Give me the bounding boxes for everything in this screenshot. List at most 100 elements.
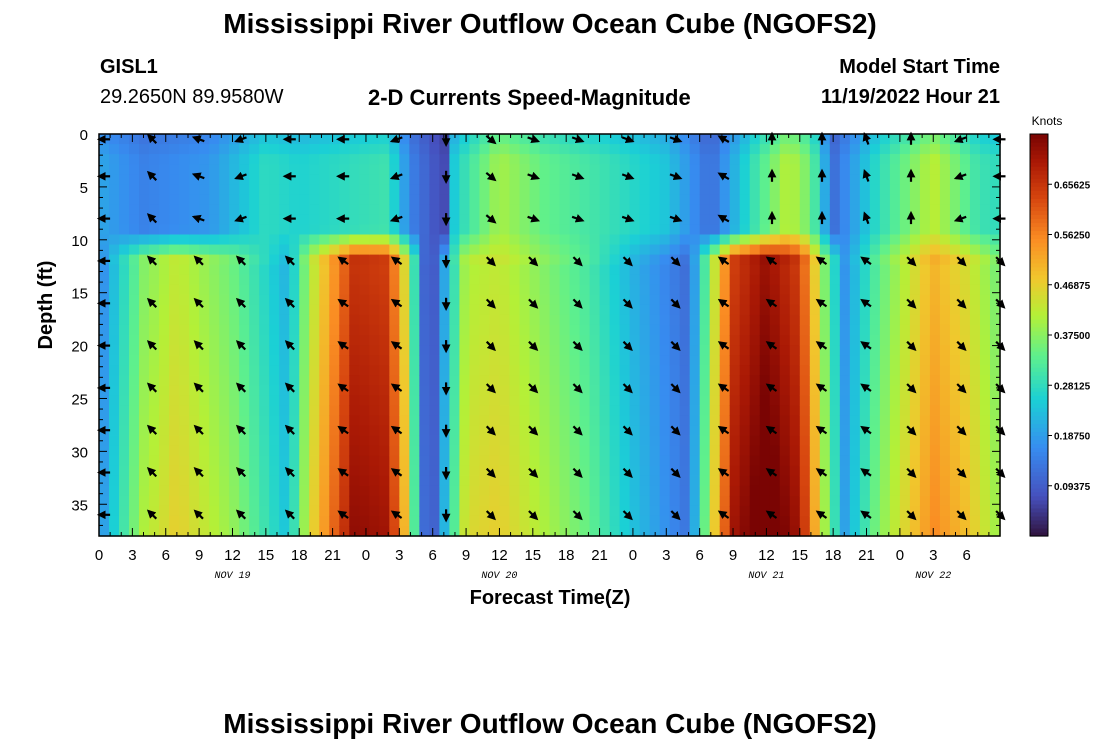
heat-cell xyxy=(369,335,380,346)
heat-cell xyxy=(219,435,230,447)
heat-cell xyxy=(439,254,450,266)
heat-cell xyxy=(749,435,761,447)
heat-cell xyxy=(579,425,591,437)
heat-cell xyxy=(749,254,761,266)
heat-cell xyxy=(539,405,551,416)
heat-cell xyxy=(679,435,691,447)
heat-cell xyxy=(489,194,501,205)
heat-cell xyxy=(699,224,711,236)
heat-cell xyxy=(939,465,951,477)
colorbar-cell xyxy=(1030,198,1048,203)
heat-cell xyxy=(739,505,751,517)
heat-cell xyxy=(659,254,671,266)
heat-cell xyxy=(909,244,921,256)
heat-cell xyxy=(539,174,551,185)
heat-cell xyxy=(769,244,781,256)
heat-cell xyxy=(419,415,430,427)
heat-cell xyxy=(519,355,531,366)
current-vector-arrow xyxy=(528,340,539,352)
heat-cell xyxy=(449,475,460,487)
heat-cell xyxy=(139,385,150,396)
heat-cell xyxy=(619,194,631,205)
heat-cell xyxy=(259,254,270,266)
colorbar-cell xyxy=(1030,531,1048,537)
heat-cell xyxy=(679,224,691,236)
heat-cell xyxy=(539,204,551,215)
heat-cell xyxy=(509,324,521,336)
colorbar-cell xyxy=(1030,266,1048,272)
heat-cell xyxy=(149,525,160,537)
heat-cell xyxy=(129,314,140,326)
heat-cell xyxy=(129,505,140,517)
heat-cell xyxy=(889,505,901,517)
heat-cell xyxy=(189,324,200,336)
heat-cell xyxy=(849,304,861,316)
heat-cell xyxy=(549,154,561,165)
heat-cell xyxy=(499,505,511,517)
heat-cell xyxy=(769,485,781,497)
heat-cell xyxy=(449,234,460,246)
heat-cell xyxy=(579,254,591,266)
heat-cell xyxy=(409,525,420,537)
colorbar-cell xyxy=(1030,391,1048,396)
heat-cell xyxy=(229,385,240,396)
colorbar: 0.093750.187500.281250.375000.468750.562… xyxy=(1029,133,1091,537)
heat-cell xyxy=(809,244,821,256)
heat-cell xyxy=(129,395,140,406)
heat-cell xyxy=(979,254,991,266)
heat-cell xyxy=(589,254,601,266)
heat-cell xyxy=(729,324,741,336)
heat-cell xyxy=(969,204,981,215)
heat-cell xyxy=(409,485,420,497)
heat-cell xyxy=(659,495,671,507)
heat-cell xyxy=(199,154,210,165)
heat-cell xyxy=(609,525,621,537)
heat-cell xyxy=(159,194,170,205)
heat-cell xyxy=(749,335,761,346)
heat-cell xyxy=(279,525,290,537)
heat-cell xyxy=(599,495,611,507)
heat-cell xyxy=(179,485,190,497)
heat-cell xyxy=(389,244,400,256)
heat-cell xyxy=(609,304,621,316)
heat-cell xyxy=(949,304,961,316)
heat-cell xyxy=(179,365,190,376)
heat-cell xyxy=(789,254,801,266)
heat-cell xyxy=(129,134,140,145)
heat-cell xyxy=(169,505,180,517)
heat-cell xyxy=(399,375,410,386)
heat-cell xyxy=(849,425,861,437)
heat-cell xyxy=(269,445,280,457)
heat-cell xyxy=(449,435,460,447)
heat-cell xyxy=(139,274,150,286)
heat-cell xyxy=(319,365,330,376)
heat-cell xyxy=(709,395,721,406)
heat-cell xyxy=(439,475,450,487)
heat-cell xyxy=(199,425,210,437)
heat-cell xyxy=(259,234,270,246)
heat-cell xyxy=(789,485,801,497)
heat-cell xyxy=(689,335,701,346)
current-vector-arrow xyxy=(528,467,539,478)
heat-cell xyxy=(749,284,761,296)
heat-cell xyxy=(959,355,971,366)
heat-cell xyxy=(349,485,360,497)
heat-cell xyxy=(209,515,220,527)
heat-cell xyxy=(169,284,180,296)
heat-cell xyxy=(389,284,400,296)
heat-cell xyxy=(659,355,671,366)
heat-cell xyxy=(529,234,541,246)
heat-cell xyxy=(189,415,200,427)
heat-cell xyxy=(779,425,791,437)
heat-cell xyxy=(669,405,681,416)
heat-cell xyxy=(179,234,190,246)
heat-cell xyxy=(859,455,871,467)
heat-cell xyxy=(649,485,661,497)
heat-cell xyxy=(919,345,931,356)
heat-cell xyxy=(319,304,330,316)
heat-cell xyxy=(609,365,621,376)
heat-cell xyxy=(529,274,541,286)
heat-cell xyxy=(839,224,851,236)
heat-cell xyxy=(659,234,671,246)
heat-cell xyxy=(159,304,170,316)
